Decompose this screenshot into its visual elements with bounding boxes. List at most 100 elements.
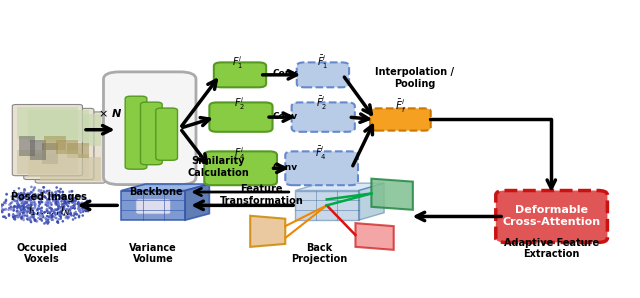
Point [22, 191, 33, 196]
Point [68, 217, 78, 222]
Point [57, 193, 67, 198]
Text: Similarity
Calculation: Similarity Calculation [188, 156, 249, 178]
Point [63, 216, 73, 221]
Point [42, 219, 52, 224]
Point [26, 203, 36, 208]
Point [12, 192, 22, 197]
Point [57, 198, 67, 202]
Text: $\bar{F}_f^i$: $\bar{F}_f^i$ [395, 97, 406, 114]
Point [27, 196, 37, 201]
Point [25, 205, 35, 210]
Point [15, 198, 26, 203]
Point [36, 209, 47, 214]
Point [19, 208, 29, 213]
Point [81, 202, 91, 207]
Point [54, 204, 64, 208]
FancyBboxPatch shape [141, 102, 162, 165]
Point [47, 194, 58, 199]
Point [58, 201, 68, 206]
Point [18, 216, 28, 221]
Point [74, 213, 84, 218]
Point [35, 201, 45, 206]
Point [41, 220, 51, 225]
Point [36, 195, 47, 199]
Point [10, 217, 20, 221]
Text: Backbone: Backbone [130, 187, 183, 197]
Point [25, 191, 35, 196]
Point [49, 198, 60, 203]
Point [4, 206, 15, 210]
Point [47, 190, 57, 195]
Point [52, 207, 62, 212]
Point [0, 207, 3, 212]
Point [12, 204, 22, 209]
Point [13, 204, 24, 209]
Point [28, 210, 38, 215]
Point [36, 211, 46, 215]
Point [52, 199, 62, 204]
FancyBboxPatch shape [496, 190, 607, 243]
Point [29, 185, 40, 190]
Point [16, 215, 26, 220]
Point [77, 208, 88, 213]
Point [25, 218, 35, 223]
Point [53, 207, 63, 211]
Point [46, 201, 56, 206]
Point [19, 210, 29, 215]
Point [38, 190, 49, 195]
Point [24, 205, 35, 210]
Point [49, 214, 59, 219]
Point [70, 198, 81, 203]
Point [33, 207, 43, 212]
Point [8, 197, 19, 202]
Point [59, 204, 69, 209]
Point [64, 193, 74, 198]
Point [6, 201, 16, 206]
Point [12, 201, 22, 206]
Point [13, 196, 23, 201]
Point [0, 204, 3, 209]
Point [17, 197, 27, 202]
Text: Interpolation /
Pooling: Interpolation / Pooling [375, 67, 454, 89]
Point [63, 212, 74, 217]
Polygon shape [371, 179, 413, 210]
Point [29, 211, 39, 216]
Point [52, 203, 63, 207]
Point [49, 209, 59, 214]
Point [67, 193, 77, 198]
Point [65, 207, 75, 212]
Point [79, 195, 89, 200]
Point [17, 216, 27, 221]
Point [21, 194, 31, 199]
Point [0, 198, 4, 203]
Point [0, 202, 5, 207]
Point [63, 204, 74, 209]
Point [17, 195, 27, 200]
Point [16, 207, 26, 212]
Point [33, 196, 43, 201]
Point [0, 204, 3, 209]
Point [55, 205, 65, 209]
Point [27, 190, 37, 195]
Point [26, 206, 36, 211]
Point [12, 194, 22, 198]
Point [13, 193, 23, 197]
Point [42, 199, 52, 204]
Point [8, 214, 19, 218]
Point [63, 207, 74, 212]
Point [23, 209, 33, 214]
Point [53, 193, 63, 198]
Point [58, 193, 68, 198]
Point [74, 200, 84, 204]
Point [45, 210, 55, 215]
Point [29, 192, 39, 197]
Point [81, 209, 91, 213]
Point [25, 195, 35, 200]
Text: Deformable
Cross-Attention: Deformable Cross-Attention [502, 205, 600, 226]
Point [13, 196, 23, 201]
Point [49, 210, 60, 215]
Point [0, 214, 10, 219]
Point [56, 215, 66, 219]
Point [65, 189, 75, 194]
Point [73, 201, 83, 206]
